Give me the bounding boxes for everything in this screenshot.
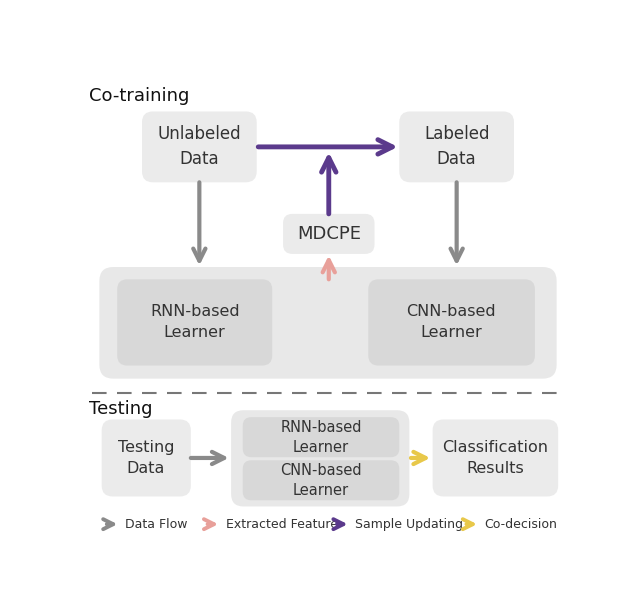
FancyBboxPatch shape <box>102 420 191 497</box>
Text: CNN-based
Learner: CNN-based Learner <box>406 305 496 340</box>
FancyBboxPatch shape <box>243 417 399 457</box>
FancyBboxPatch shape <box>283 214 374 254</box>
Text: Testing: Testing <box>90 400 153 418</box>
FancyBboxPatch shape <box>243 460 399 500</box>
Text: Testing
Data: Testing Data <box>118 440 174 476</box>
Text: MDCPE: MDCPE <box>297 225 361 243</box>
FancyBboxPatch shape <box>231 410 410 506</box>
Text: Data Flow: Data Flow <box>125 517 188 531</box>
FancyBboxPatch shape <box>99 267 557 379</box>
Text: Classification
Results: Classification Results <box>442 440 548 476</box>
FancyBboxPatch shape <box>368 279 535 365</box>
FancyBboxPatch shape <box>142 111 257 182</box>
Text: Sample Updating: Sample Updating <box>355 517 463 531</box>
Text: Unlabeled
Data: Unlabeled Data <box>157 125 241 168</box>
Text: RNN-based
Learner: RNN-based Learner <box>280 420 362 455</box>
FancyBboxPatch shape <box>117 279 272 365</box>
Text: Labeled
Data: Labeled Data <box>424 125 490 168</box>
FancyBboxPatch shape <box>399 111 514 182</box>
Text: Co-training: Co-training <box>90 87 189 105</box>
Text: Extracted Feature: Extracted Feature <box>226 517 338 531</box>
Text: RNN-based
Learner: RNN-based Learner <box>150 305 239 340</box>
Text: CNN-based
Learner: CNN-based Learner <box>280 463 362 498</box>
Text: Co-decision: Co-decision <box>484 517 557 531</box>
FancyBboxPatch shape <box>433 420 558 497</box>
